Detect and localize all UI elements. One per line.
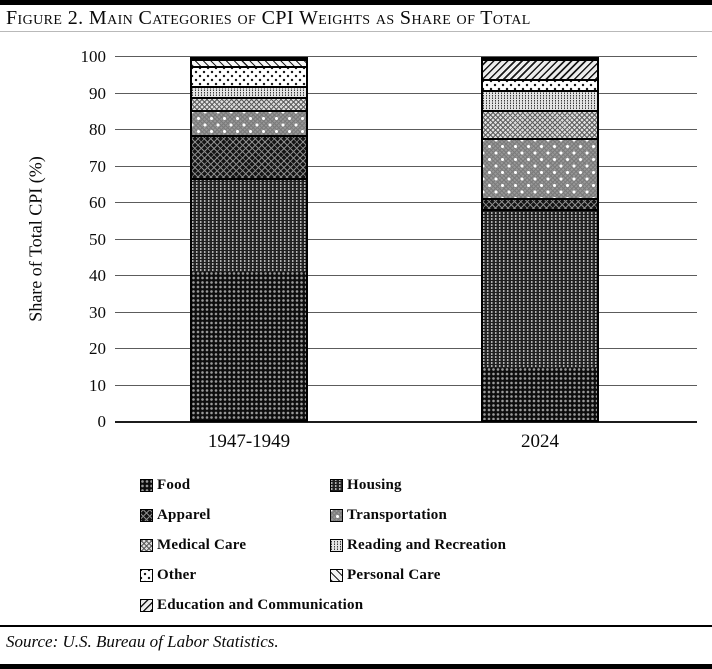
x-category-label-2024: 2024: [521, 431, 559, 452]
bar-segment-food: [192, 272, 306, 420]
source-note: Source: U.S. Bureau of Labor Statistics.: [6, 632, 279, 651]
gridline-0: [115, 421, 697, 423]
legend-label-housing: Housing: [347, 477, 402, 493]
gridline-90: [115, 92, 697, 94]
bar-segment-education-communication: [483, 58, 597, 79]
bar-segment-apparel: [483, 198, 597, 209]
legend-item-housing: Housing: [330, 476, 600, 495]
legend-swatch-food: [140, 479, 153, 492]
title-divider-rule: [0, 31, 712, 32]
legend-item-reading-recreation: Reading and Recreation: [330, 536, 600, 555]
bar-segment-other: [192, 66, 306, 87]
bar-segment-reading-recreation: [192, 86, 306, 97]
gridline-100: [115, 56, 697, 57]
bottom-border-rule: [0, 664, 712, 669]
gridline-30: [115, 311, 697, 313]
bar-segment-reading-recreation: [483, 89, 597, 110]
x-category-label-1947-1949: 1947-1949: [207, 431, 291, 452]
legend-swatch-medical-care: [140, 539, 153, 552]
legend-label-other: Other: [157, 567, 197, 583]
legend-swatch-housing: [330, 479, 343, 492]
y-tick-label-0: 0: [97, 412, 107, 431]
legend-swatch-transportation: [330, 509, 343, 522]
gridline-50: [115, 238, 697, 240]
bar-segment-housing: [192, 178, 306, 273]
bar-segment-transportation: [483, 138, 597, 198]
legend-item-education-communication: Education and Communication: [140, 596, 363, 615]
gridline-10: [115, 384, 697, 386]
bar-segment-transportation: [192, 109, 306, 135]
bar-segment-apparel: [192, 134, 306, 179]
source-divider-rule: [0, 625, 712, 627]
gridline-40: [115, 275, 697, 276]
y-tick-label-30: 30: [89, 302, 106, 322]
y-tick-label-60: 60: [89, 193, 106, 212]
legend-item-apparel: Apparel: [140, 506, 330, 525]
legend-swatch-apparel: [140, 509, 153, 522]
legend-item-personal-care: Personal Care: [330, 566, 600, 585]
y-tick-label-100: 100: [80, 47, 107, 66]
legend-label-apparel: Apparel: [157, 507, 211, 523]
bar-segment-medical-care: [483, 109, 597, 139]
bar-segment-food: [483, 367, 597, 420]
legend-swatch-education-communication: [140, 599, 153, 612]
y-tick-label-50: 50: [89, 229, 106, 249]
bar-segment-other: [483, 78, 597, 90]
legend-label-medical-care: Medical Care: [157, 537, 247, 553]
legend-label-reading-recreation: Reading and Recreation: [347, 537, 507, 553]
gridline-80: [115, 129, 697, 130]
legend-label-food: Food: [157, 477, 191, 493]
legend-label-education-communication: Education and Communication: [157, 597, 364, 613]
legend-item-transportation: Transportation: [330, 506, 600, 525]
legend-item-other: Other: [140, 566, 330, 585]
legend-label-personal-care: Personal Care: [347, 567, 441, 583]
gridline-20: [115, 348, 697, 349]
legend: Food Housing Apparel Transportation Medical …: [140, 476, 600, 615]
bar-segment-housing: [483, 208, 597, 368]
bar-2024: [481, 57, 599, 422]
y-tick-label-80: 80: [89, 120, 106, 139]
gridline-60: [115, 202, 697, 203]
bar-segment-personal-care: [192, 59, 306, 67]
legend-item-food: Food: [140, 476, 330, 495]
top-border-rule: [0, 0, 712, 5]
legend-label-transportation: Transportation: [347, 507, 448, 523]
y-tick-label-90: 90: [89, 83, 106, 103]
chart-title: Figure 2. Main Categories of CPI Weights…: [6, 7, 531, 29]
bar-segment-medical-care: [192, 96, 306, 110]
legend-swatch-reading-recreation: [330, 539, 343, 552]
legend-item-medical-care: Medical Care: [140, 536, 330, 555]
bar-1947-1949: [190, 57, 308, 422]
gridline-70: [115, 165, 697, 167]
y-tick-label-20: 20: [89, 339, 106, 358]
legend-swatch-personal-care: [330, 569, 343, 582]
y-tick-label-70: 70: [89, 156, 106, 176]
y-tick-label-40: 40: [89, 266, 106, 285]
y-tick-label-10: 10: [89, 375, 106, 395]
legend-swatch-other: [140, 569, 153, 582]
plot-area: [115, 56, 697, 423]
